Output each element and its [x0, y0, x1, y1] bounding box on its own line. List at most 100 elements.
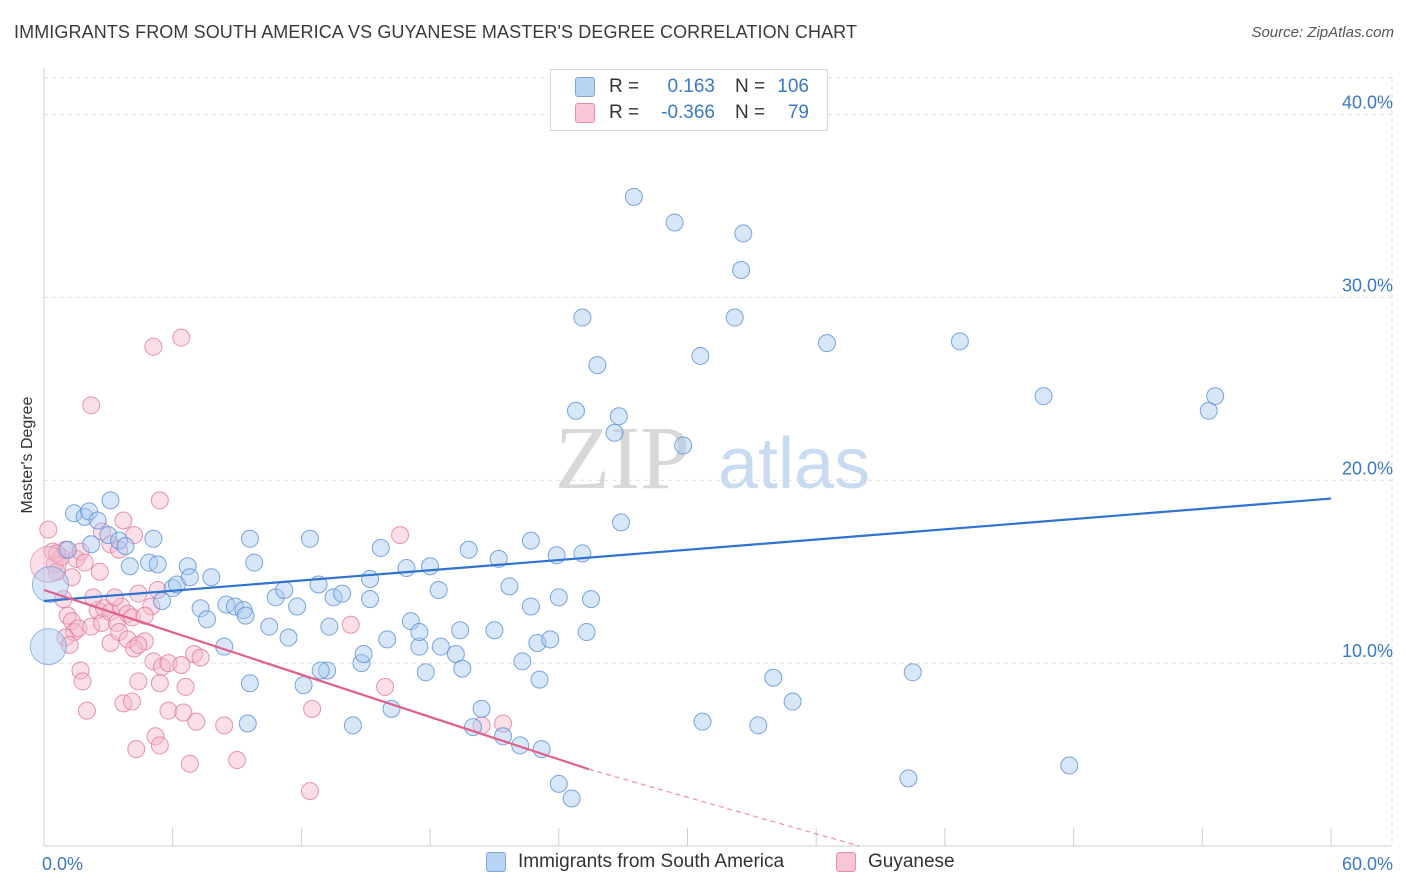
legend-n-value: 106: [777, 76, 809, 97]
data-point: [725, 308, 744, 327]
data-point: [101, 491, 120, 510]
watermark-zip: ZIP: [555, 409, 690, 508]
data-point: [341, 615, 360, 634]
data-point: [749, 716, 768, 735]
data-point: [665, 213, 684, 232]
data-point: [311, 661, 330, 680]
data-point: [191, 648, 210, 667]
data-point: [691, 346, 710, 365]
data-point: [303, 699, 322, 718]
data-point: [609, 407, 628, 426]
tick-labels: 10.0% 20.0% 30.0% 40.0% 0.0% 60.0%: [42, 93, 1393, 874]
axis-layer: [43, 68, 1392, 847]
data-point: [174, 703, 193, 722]
data-point: [150, 491, 169, 510]
x-tick-label: 60.0%: [1342, 854, 1393, 874]
legend-row-blue: R = 0.163 N = 106: [575, 75, 809, 99]
data-point: [521, 597, 540, 616]
legend-swatch-pink: [575, 103, 595, 123]
data-point: [82, 617, 101, 636]
data-point: [416, 663, 435, 682]
data-point: [300, 529, 319, 548]
data-point: [410, 623, 429, 642]
data-point: [127, 740, 146, 759]
legend-r-label: R =: [609, 102, 640, 123]
data-point: [129, 672, 148, 691]
data-point: [783, 692, 802, 711]
data-point: [573, 308, 592, 327]
data-point: [75, 553, 94, 572]
data-point: [240, 674, 259, 693]
data-point: [361, 590, 380, 609]
y-tick-label: 10.0%: [1342, 641, 1393, 661]
data-point: [187, 712, 206, 731]
data-point: [114, 511, 133, 530]
data-point: [903, 663, 922, 682]
data-point: [47, 544, 66, 563]
data-point: [39, 520, 58, 539]
data-point: [245, 553, 264, 572]
data-point: [116, 537, 135, 556]
data-point: [288, 597, 307, 616]
data-point: [562, 789, 581, 808]
data-point: [294, 676, 313, 695]
data-point: [90, 562, 109, 581]
data-point: [354, 645, 373, 663]
source-label: Source: ZipAtlas.com: [1251, 24, 1394, 41]
data-point: [674, 436, 693, 455]
data-point: [176, 677, 195, 696]
x-tick-label: 0.0%: [42, 854, 83, 874]
data-point: [172, 655, 191, 674]
data-point: [260, 617, 279, 636]
data-point: [300, 782, 319, 801]
data-point: [624, 187, 643, 206]
data-point: [159, 701, 178, 720]
data-point: [88, 511, 107, 530]
series-immigrants: [29, 187, 1225, 808]
y-axis-label: Master's Degree: [19, 396, 36, 514]
data-point: [240, 529, 259, 548]
data-point: [378, 630, 397, 649]
data-point: [178, 557, 197, 576]
data-point: [1060, 756, 1079, 775]
data-point: [99, 526, 118, 545]
data-point: [77, 701, 96, 720]
legend-label-immigrants: Immigrants from South America: [518, 851, 785, 872]
data-point: [228, 751, 247, 770]
data-point-large: [31, 566, 69, 604]
data-point: [421, 557, 440, 576]
data-point: [605, 423, 624, 442]
data-point: [148, 581, 167, 599]
data-point: [459, 540, 478, 559]
legend-n-label: N =: [735, 102, 766, 123]
data-point: [191, 599, 210, 618]
data-point: [202, 568, 221, 587]
data-point: [65, 504, 84, 523]
data-point: [82, 396, 101, 415]
data-point: [236, 606, 255, 625]
data-point: [513, 652, 532, 671]
data-point: [318, 661, 337, 680]
data-point: [549, 774, 568, 793]
data-point: [693, 712, 712, 731]
legend-swatch-pink: [836, 852, 856, 872]
legend-item-guyanese: Guyanese: [836, 851, 955, 873]
data-point: [376, 677, 395, 696]
data-point: [397, 559, 416, 578]
data-point: [494, 714, 513, 733]
y-tick-label: 30.0%: [1342, 275, 1393, 295]
data-point: [144, 529, 163, 548]
y-tick-label: 20.0%: [1342, 458, 1393, 478]
data-point: [275, 581, 294, 599]
legend-n-value: 79: [787, 102, 809, 123]
data-point: [451, 621, 470, 640]
data-point-large: [29, 628, 67, 666]
data-point: [577, 623, 596, 642]
data-point: [431, 637, 450, 656]
data-point: [429, 581, 448, 599]
grid-layer: [44, 77, 1393, 846]
legend-row-pink: R = -0.366 N = 79: [575, 101, 809, 125]
data-point: [320, 617, 339, 636]
data-point: [371, 538, 390, 557]
legend-n-label: N =: [735, 76, 766, 97]
